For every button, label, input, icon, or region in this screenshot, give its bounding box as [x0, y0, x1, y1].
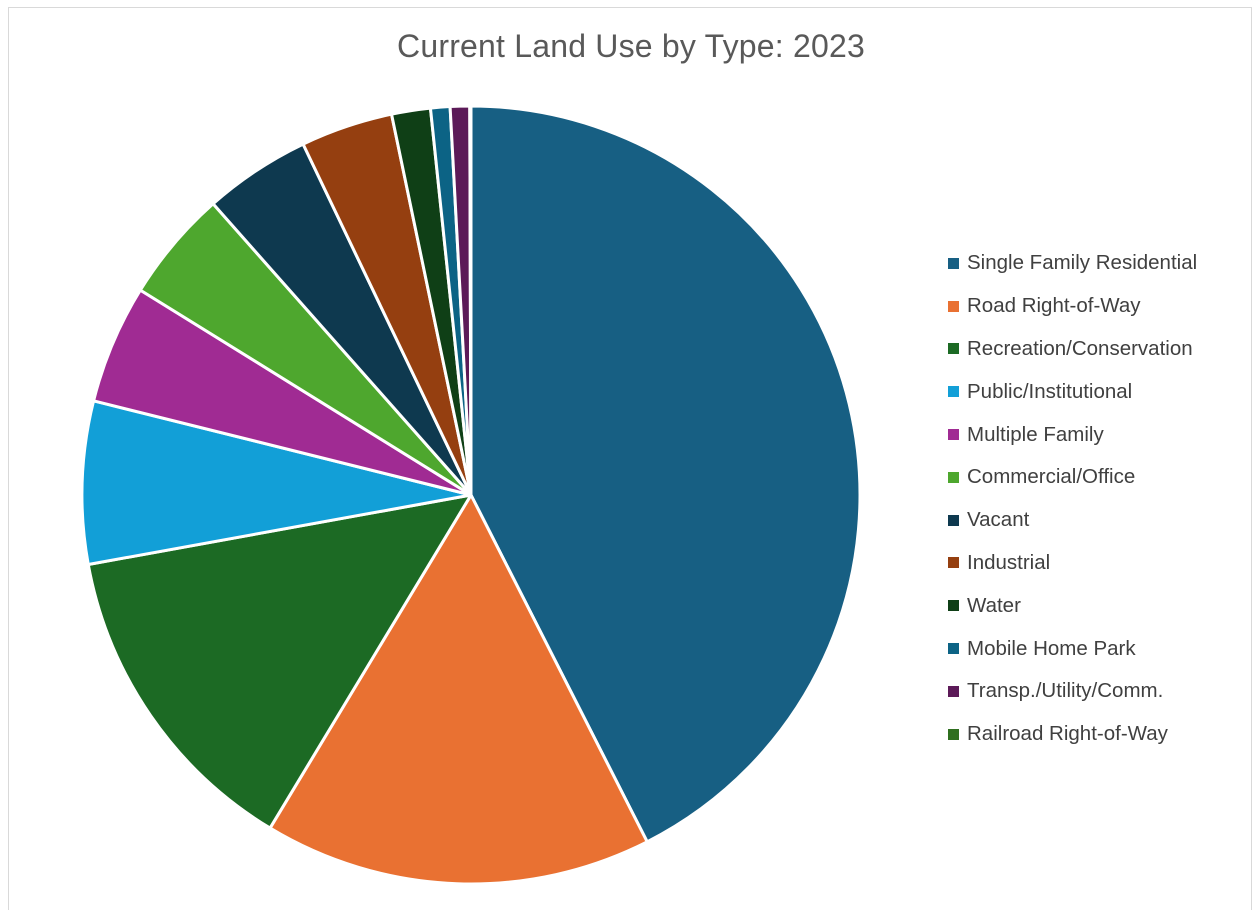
pie-slice-recreation-conservation [86, 493, 473, 830]
legend-item-industrial: Industrial [948, 542, 1248, 585]
legend-swatch [948, 557, 959, 569]
legend-swatch [948, 600, 959, 612]
legend-swatch [948, 257, 959, 269]
legend-swatch [948, 514, 959, 526]
legend-label: Industrial [967, 550, 1051, 574]
legend-label: Recreation/Conservation [967, 336, 1193, 360]
legend-label: Single Family Residential [967, 251, 1198, 275]
legend-item-single-family-residential: Single Family Residential [948, 242, 1248, 285]
pie-slices [80, 104, 862, 886]
legend-item-vacant: Vacant [948, 499, 1248, 542]
pie-slice-single-family-residential [469, 104, 862, 844]
legend-swatch [948, 685, 959, 697]
pie-slice-road-right-of-way [268, 493, 649, 886]
legend-label: Multiple Family [967, 422, 1104, 446]
legend-swatch [948, 728, 959, 740]
legend-item-multiple-family: Multiple Family [948, 413, 1248, 456]
legend-item-public-institutional: Public/Institutional [948, 370, 1248, 413]
chart-legend: Single Family Residential Road Right-of-W… [948, 242, 1248, 756]
legend-label: Vacant [967, 508, 1030, 532]
pie-slice-public-institutional [80, 399, 473, 566]
legend-item-railroad-right-of-way: Railroad Right-of-Way [948, 713, 1248, 756]
legend-label: Public/Institutional [967, 379, 1133, 403]
legend-label: Railroad Right-of-Way [967, 722, 1168, 746]
legend-label: Water [967, 593, 1021, 617]
legend-label: Transp./Utility/Comm. [967, 679, 1164, 703]
chart-frame [8, 7, 1252, 910]
legend-label: Mobile Home Park [967, 636, 1136, 660]
legend-label: Road Right-of-Way [967, 294, 1141, 318]
legend-item-water: Water [948, 584, 1248, 627]
pie-slice-railroad-right-of-way [468, 104, 473, 497]
legend-item-transp-utility-comm: Transp./Utility/Comm. [948, 670, 1248, 713]
legend-swatch [948, 471, 959, 483]
legend-swatch [948, 300, 959, 312]
legend-label: Commercial/Office [967, 465, 1136, 489]
legend-item-recreation-conservation: Recreation/Conservation [948, 328, 1248, 371]
legend-item-road-right-of-way: Road Right-of-Way [948, 285, 1248, 328]
legend-swatch [948, 343, 959, 355]
legend-swatch [948, 643, 959, 655]
chart-title: Current Land Use by Type: 2023 [397, 28, 865, 64]
legend-swatch [948, 429, 959, 441]
legend-item-mobile-home-park: Mobile Home Park [948, 627, 1248, 670]
legend-item-commercial-office: Commercial/Office [948, 456, 1248, 499]
legend-swatch [948, 386, 959, 398]
